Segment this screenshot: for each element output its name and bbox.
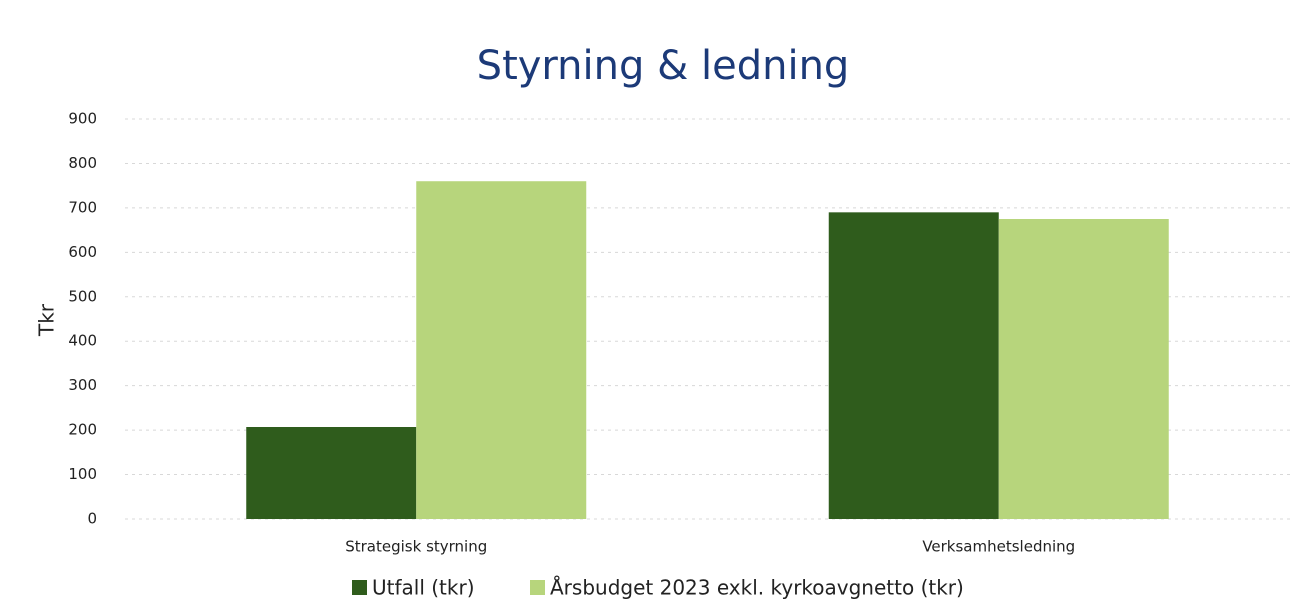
x-tick-label: Strategisk styrning	[345, 538, 487, 556]
y-tick-label: 900	[68, 110, 97, 128]
chart-title: Styrning & ledning	[477, 43, 850, 89]
y-tick-label: 300	[68, 376, 97, 394]
bar	[828, 212, 999, 520]
y-tick-label: 200	[68, 421, 97, 439]
bar	[998, 219, 1169, 519]
x-tick-label: Verksamhetsledning	[922, 538, 1075, 556]
y-axis-label: Tkr	[35, 303, 59, 337]
y-tick-label: 500	[68, 287, 97, 305]
legend-swatch	[352, 580, 367, 595]
y-tick-label: 400	[68, 332, 97, 350]
y-tick-label: 800	[68, 154, 97, 172]
legend-swatch	[530, 580, 545, 595]
legend-label: Årsbudget 2023 exkl. kyrkoavgnetto (tkr)	[550, 576, 964, 600]
y-tick-label: 600	[68, 243, 97, 261]
y-tick-label: 0	[87, 510, 97, 528]
bar	[246, 427, 417, 519]
legend-label: Utfall (tkr)	[372, 576, 475, 600]
y-tick-label: 100	[68, 465, 97, 483]
bar	[416, 181, 587, 519]
y-tick-label: 700	[68, 198, 97, 216]
